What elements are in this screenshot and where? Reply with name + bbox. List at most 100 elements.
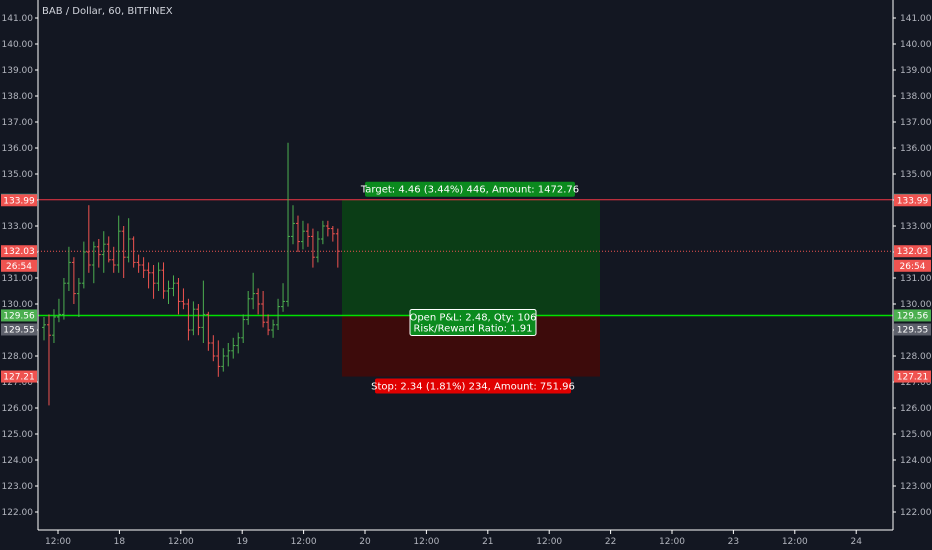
ohlc-bar <box>286 142 291 307</box>
ohlc-bar <box>196 304 201 336</box>
ohlc-bar <box>295 215 300 252</box>
ohlc-bars <box>42 142 340 406</box>
svg-text:133.99: 133.99 <box>897 196 929 206</box>
ohlc-bar <box>300 220 305 250</box>
ohlc-bar <box>231 337 236 359</box>
x-tick-label: 19 <box>236 537 248 547</box>
ohlc-bar <box>201 280 206 343</box>
ohlc-bar <box>266 314 271 336</box>
x-tick-label: 24 <box>850 537 862 547</box>
y-tick-label-right: 135.00 <box>900 170 932 180</box>
ohlc-bar <box>42 317 46 341</box>
ohlc-bar <box>71 257 76 304</box>
ohlc-bar <box>126 218 131 263</box>
svg-text:133.99: 133.99 <box>3 196 35 206</box>
ohlc-bar <box>256 288 261 315</box>
ohlc-bar <box>181 288 186 310</box>
x-tick-label: 12:00 <box>659 537 685 547</box>
ohlc-bar <box>66 246 71 291</box>
ohlc-bar <box>101 231 106 273</box>
y-tick-label-right: 131.00 <box>900 274 932 284</box>
open-pnl-label: Open P&L: 2.48, Qty: 106 <box>409 312 536 323</box>
tag-stop-left: 127.21 <box>1 370 37 383</box>
ohlc-bar <box>156 262 161 291</box>
svg-text:129.55: 129.55 <box>3 325 35 335</box>
ohlc-bar <box>330 226 335 242</box>
ohlc-bar <box>116 215 121 273</box>
y-tick-label-left: 133.00 <box>2 222 34 232</box>
ohlc-bar <box>226 343 231 367</box>
chart-title: BAB / Dollar, 60, BITFINEX <box>42 6 173 17</box>
stop-label: Stop: 2.34 (1.81%) 234, Amount: 751.96 <box>371 382 575 393</box>
ohlc-bar <box>131 236 136 268</box>
ohlc-bar <box>315 231 320 263</box>
svg-text:132.03: 132.03 <box>3 247 35 257</box>
y-tick-label-left: 131.00 <box>2 274 34 284</box>
ohlc-bar <box>291 205 295 245</box>
tag-129-55-left: 129.55 <box>1 323 37 336</box>
x-tick-label: 20 <box>359 537 371 547</box>
svg-text:129.56: 129.56 <box>3 311 35 321</box>
price-tags: 134.01134.01133.99133.99132.03132.0326:5… <box>1 193 931 383</box>
y-tick-label-left: 128.00 <box>2 352 34 362</box>
tag-129-55-right: 129.55 <box>894 323 931 336</box>
ohlc-bar <box>310 228 315 268</box>
target-label-box[interactable]: Target: 4.46 (3.44%) 446, Amount: 1472.7… <box>360 181 579 197</box>
y-tick-label-right: 136.00 <box>900 144 932 154</box>
ohlc-bar <box>61 278 66 320</box>
ohlc-bar <box>76 278 81 317</box>
ohlc-bar <box>216 340 221 377</box>
tag-last-left: 132.03 <box>1 245 37 258</box>
y-tick-label-right: 137.00 <box>900 118 932 128</box>
ohlc-bar <box>51 309 56 343</box>
y-tick-label-left: 138.00 <box>2 92 34 102</box>
x-tick-label: 12:00 <box>291 537 317 547</box>
y-tick-label-left: 140.00 <box>2 40 34 50</box>
tag-134-99-right: 133.99 <box>894 194 931 207</box>
y-tick-label-left: 124.00 <box>2 456 34 466</box>
tag-countdown-left: 26:54 <box>1 259 37 272</box>
y-tick-label-right: 127.00 <box>900 378 932 388</box>
ohlc-bar <box>176 278 181 315</box>
y-tick-label-right: 138.00 <box>900 92 932 102</box>
ohlc-bar <box>251 272 256 310</box>
risk-reward-label: Risk/Reward Ratio: 1.91 <box>413 323 532 334</box>
y-tick-label-left: 141.00 <box>2 14 34 24</box>
svg-text:129.56: 129.56 <box>897 311 929 321</box>
target-profit-zone[interactable] <box>342 199 600 316</box>
tag-entry-right: 129.56 <box>894 309 931 322</box>
y-tick-label-right: 133.00 <box>900 222 932 232</box>
ohlc-bar <box>271 319 276 338</box>
y-tick-label-right: 124.00 <box>900 456 932 466</box>
y-tick-label-left: 123.00 <box>2 482 34 492</box>
ohlc-bar <box>81 241 86 289</box>
pnl-label-box[interactable]: Open P&L: 2.48, Qty: 106 Risk/Reward Rat… <box>409 308 537 336</box>
ohlc-bar <box>136 254 141 273</box>
x-tick-label: 12:00 <box>782 537 808 547</box>
stop-label-box[interactable]: Stop: 2.34 (1.81%) 234, Amount: 751.96 <box>371 378 575 394</box>
svg-text:132.03: 132.03 <box>897 247 929 257</box>
ohlc-bar <box>46 314 51 406</box>
ohlc-bar <box>91 241 96 284</box>
y-tick-label-left: 139.00 <box>2 66 34 76</box>
ohlc-bar <box>241 314 246 343</box>
x-tick-label: 12:00 <box>413 537 439 547</box>
y-tick-label-right: 139.00 <box>900 66 932 76</box>
ohlc-bar <box>221 348 226 372</box>
ohlc-bar <box>236 332 241 354</box>
tag-entry-left: 129.56 <box>1 309 37 322</box>
target-label: Target: 4.46 (3.44%) 446, Amount: 1472.7… <box>360 185 579 196</box>
ohlc-bar <box>56 298 61 323</box>
y-tick-label-left: 122.00 <box>2 508 34 518</box>
y-tick-label-left: 130.00 <box>2 300 34 310</box>
svg-text:127.21: 127.21 <box>3 373 35 383</box>
y-tick-label-left: 135.00 <box>2 170 34 180</box>
ohlc-bar <box>191 301 196 336</box>
x-tick-label: 12:00 <box>45 537 71 547</box>
ohlc-bar <box>171 275 176 297</box>
ohlc-bar <box>141 257 146 278</box>
y-tick-label-right: 128.00 <box>900 352 932 362</box>
x-tick-label: 18 <box>114 537 126 547</box>
y-tick-label-left: 125.00 <box>2 430 34 440</box>
